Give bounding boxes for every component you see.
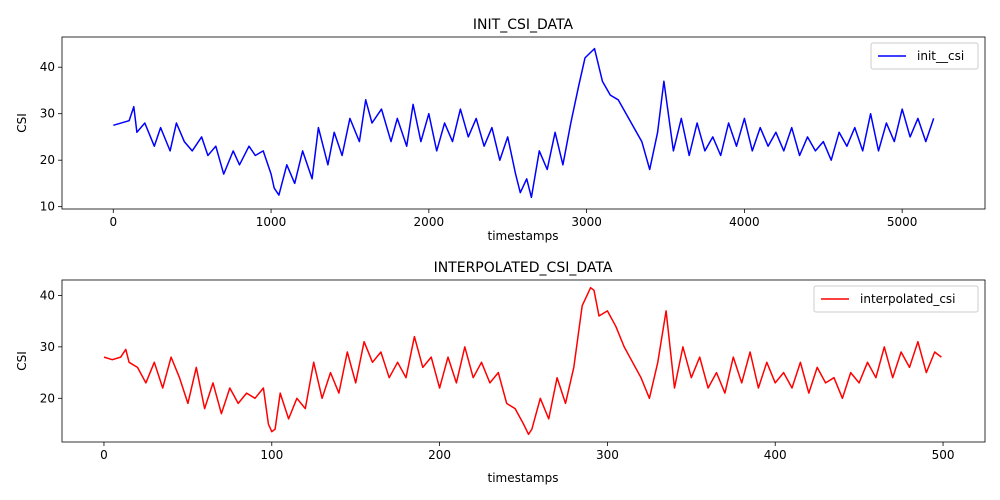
y-tick-label: 30 — [40, 107, 55, 121]
plot-area-frame — [61, 36, 986, 210]
subplot-interpolated-csi: INTERPOLATED_CSI_DATA 0 100 200 300 400 500 2… — [15, 260, 986, 485]
x-tick-label: 3000 — [571, 215, 602, 229]
x-tick-label: 400 — [764, 448, 787, 462]
x-tick-label: 4000 — [729, 215, 760, 229]
y-tick-label: 20 — [40, 153, 55, 167]
y-axis-label: CSI — [15, 351, 29, 371]
legend-label-interpolated-csi: interpolated_csi — [860, 292, 956, 306]
plot-area-frame — [61, 279, 986, 443]
series-group — [103, 286, 942, 436]
x-axis-ticks: 0 100 200 300 400 500 — [100, 442, 954, 462]
x-axis-ticks: 0 1000 2000 3000 4000 5000 — [109, 209, 917, 229]
legend: interpolated_csi — [813, 285, 979, 313]
x-tick-label: 0 — [100, 448, 108, 462]
y-tick-label: 40 — [40, 60, 55, 74]
x-tick-label: 5000 — [887, 215, 918, 229]
y-axis-ticks: 20 30 40 — [40, 288, 62, 405]
series-line-init-csi — [113, 47, 935, 199]
x-tick-label: 200 — [428, 448, 451, 462]
x-tick-label: 2000 — [414, 215, 445, 229]
y-tick-label: 10 — [40, 200, 55, 214]
y-axis-label: CSI — [15, 113, 29, 133]
legend-box — [870, 42, 979, 70]
x-tick-label: 300 — [596, 448, 619, 462]
y-tick-label: 30 — [40, 340, 55, 354]
series-group — [113, 47, 935, 199]
chart-title: INTERPOLATED_CSI_DATA — [434, 260, 613, 276]
series-line-interpolated-csi — [103, 286, 942, 436]
legend-box — [813, 285, 979, 313]
x-axis-label: timestamps — [488, 471, 559, 485]
x-tick-label: 1000 — [256, 215, 287, 229]
y-axis-ticks: 10 20 30 40 — [40, 60, 62, 214]
x-tick-label: 500 — [932, 448, 955, 462]
chart-title: INIT_CSI_DATA — [473, 17, 574, 33]
x-tick-label: 100 — [260, 448, 283, 462]
legend: init__csi — [870, 42, 979, 70]
subplot-init-csi: INIT_CSI_DATA 0 1000 2000 3000 4000 5000 10 20… — [15, 17, 986, 243]
y-tick-label: 20 — [40, 391, 55, 405]
x-axis-label: timestamps — [488, 229, 559, 243]
legend-label-init-csi: init__csi — [917, 49, 964, 63]
y-tick-label: 40 — [40, 288, 55, 302]
x-tick-label: 0 — [109, 215, 117, 229]
